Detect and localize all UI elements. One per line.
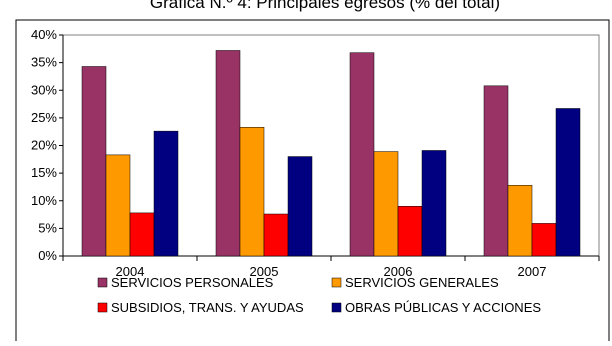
- bar: [239, 127, 265, 257]
- bar: [483, 85, 509, 257]
- chart-title: Gráfica N.º 4: Principales egresos (% de…: [150, 0, 500, 12]
- y-tick-label: 25%: [31, 110, 57, 125]
- legend-label: SUBSIDIOS, TRANS. Y AYUDAS: [111, 300, 304, 315]
- y-tick-label: 35%: [31, 55, 57, 70]
- legend-swatch: [97, 277, 108, 288]
- legend-swatch: [97, 302, 108, 313]
- bar: [129, 212, 155, 257]
- y-tick-label: 10%: [31, 193, 57, 208]
- y-tick-label: 0%: [38, 248, 57, 263]
- bar: [263, 213, 289, 257]
- bar: [287, 156, 313, 257]
- x-tick-label: 2007: [518, 264, 547, 279]
- y-tick-label: 15%: [31, 165, 57, 180]
- y-tick-label: 20%: [31, 138, 57, 153]
- bar: [531, 223, 557, 257]
- bar: [153, 130, 179, 257]
- bar: [349, 52, 375, 257]
- y-axis: 0% 5% 10% 15% 20% 25% 30% 35% 40%: [31, 27, 64, 263]
- bar: [81, 66, 107, 257]
- bar: [215, 50, 241, 257]
- x-tick-label: 2006: [384, 264, 413, 279]
- legend-swatch: [331, 277, 342, 288]
- bar: [421, 150, 447, 257]
- y-tick-label: 30%: [31, 82, 57, 97]
- x-tick-label: 2004: [116, 264, 145, 279]
- bar: [105, 154, 131, 257]
- y-tick-label: 40%: [31, 27, 57, 42]
- bar: [373, 151, 399, 257]
- bar: [555, 108, 581, 257]
- x-tick-label: 2005: [250, 264, 279, 279]
- bar: [507, 185, 533, 257]
- legend: SERVICIOS PERSONALES SERVICIOS GENERALES S…: [97, 275, 541, 315]
- bar: [397, 206, 423, 257]
- chart-frame: [15, 19, 610, 346]
- legend-swatch: [331, 302, 342, 313]
- legend-label: OBRAS PÚBLICAS Y ACCIONES: [345, 300, 541, 315]
- bars: [81, 50, 581, 257]
- legend-label: SERVICIOS PERSONALES: [111, 275, 274, 290]
- legend-label: SERVICIOS GENERALES: [345, 275, 499, 290]
- y-tick-label: 5%: [38, 220, 57, 235]
